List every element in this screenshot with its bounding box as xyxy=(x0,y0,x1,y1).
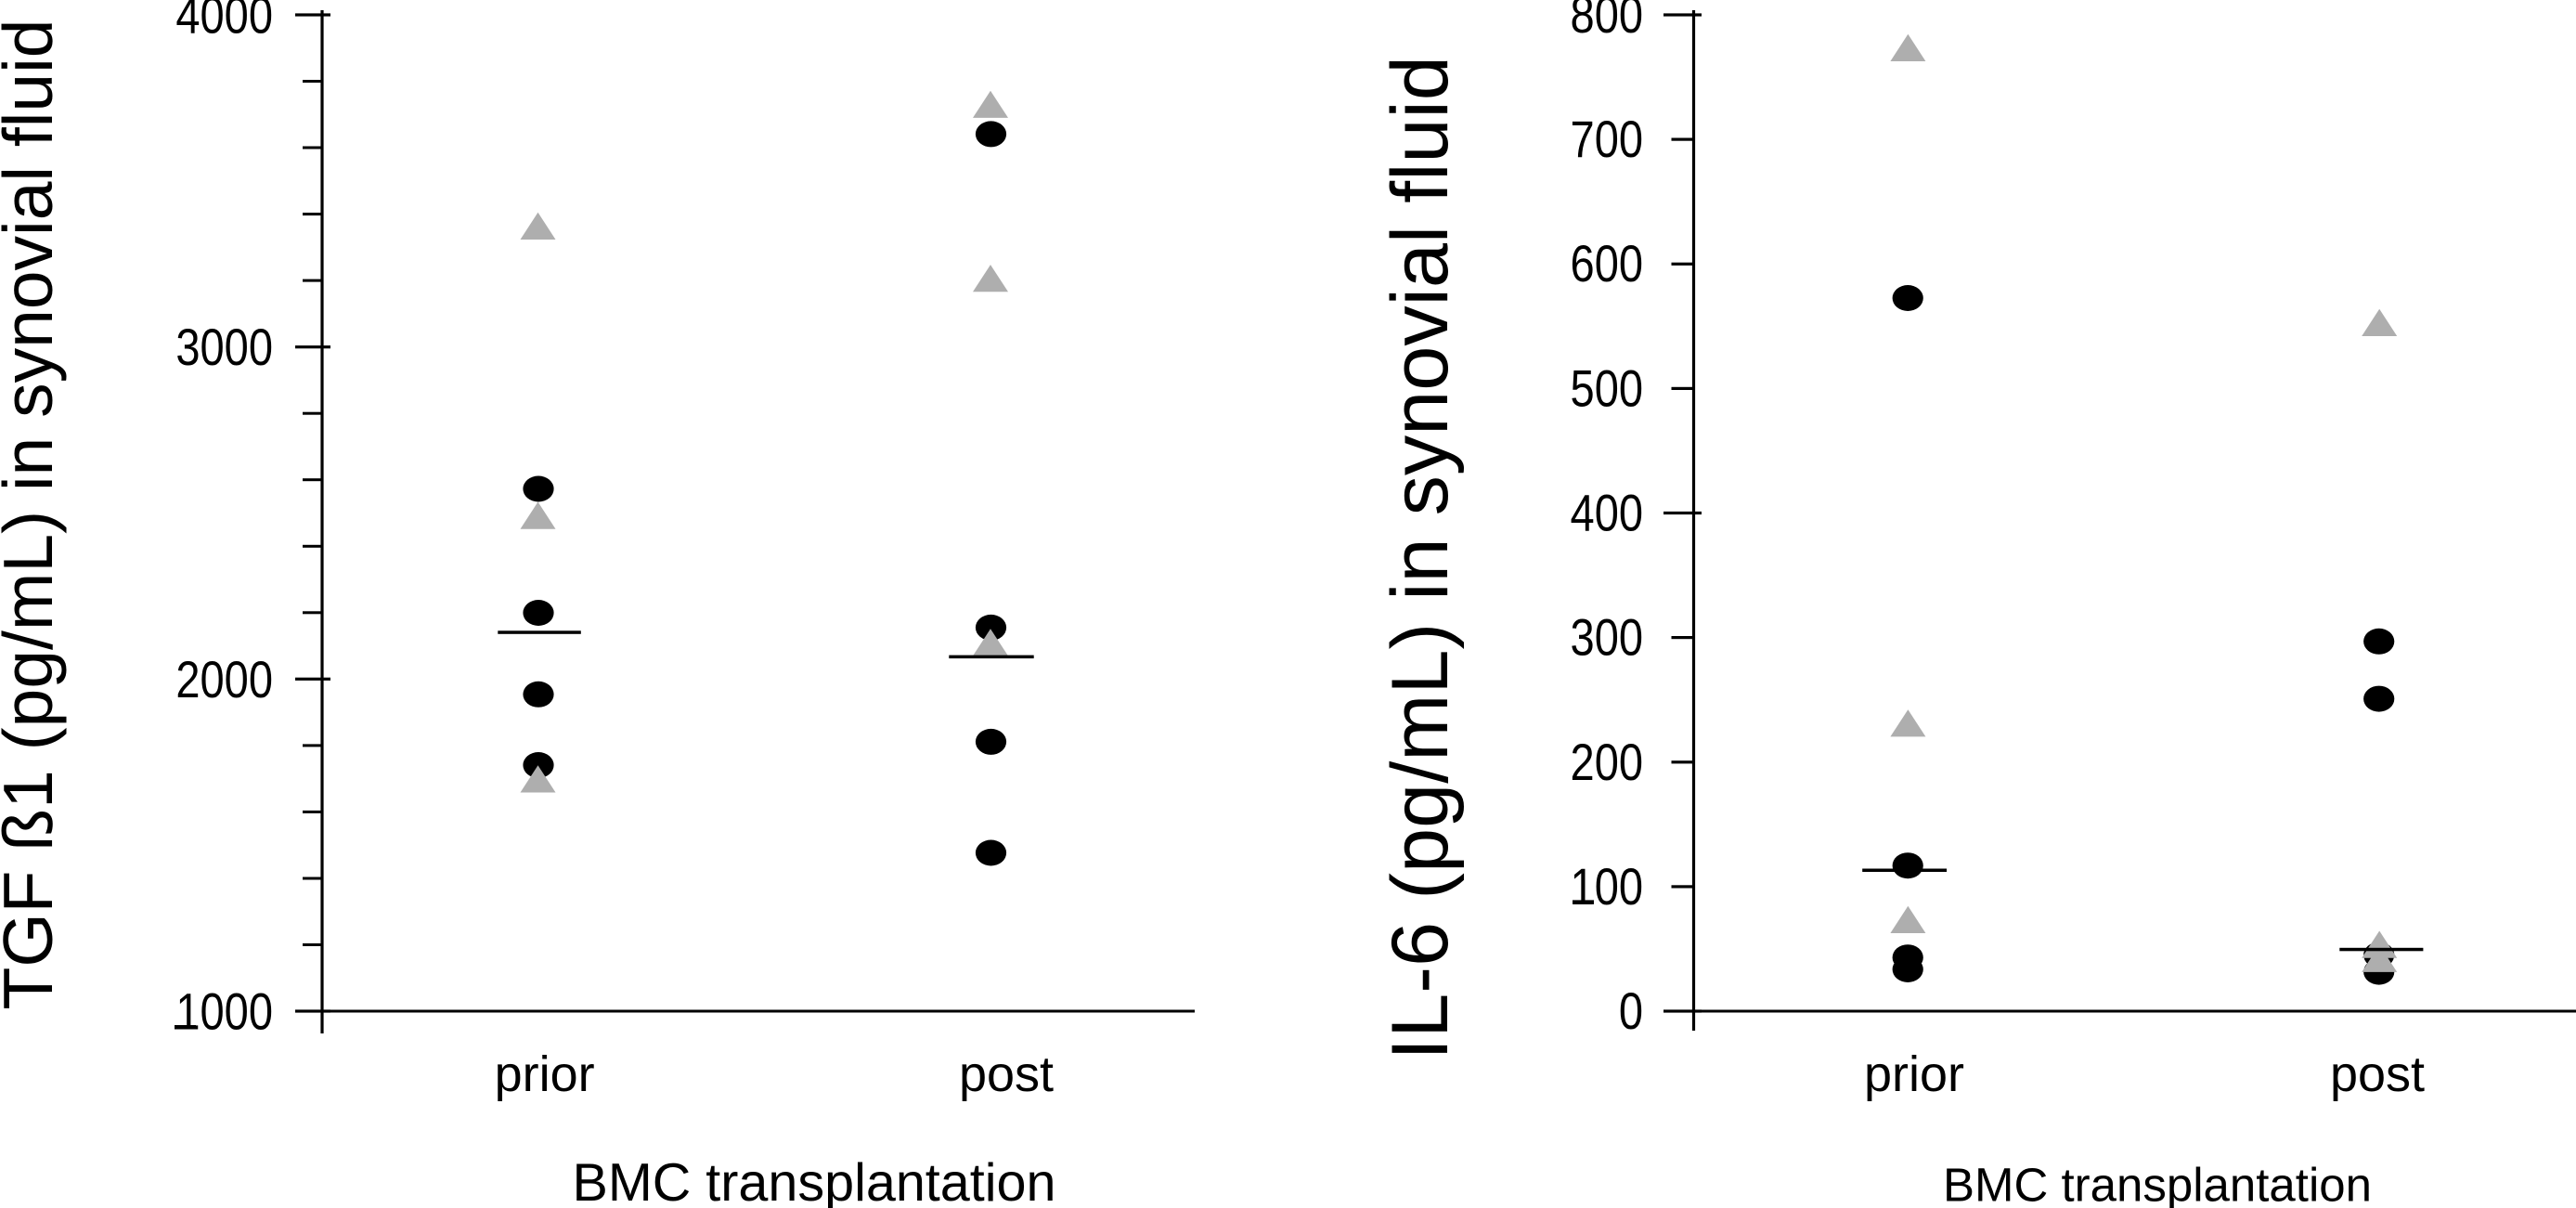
svg-text:600: 600 xyxy=(1571,234,1643,292)
svg-text:post: post xyxy=(2330,1046,2425,1102)
svg-text:BMC transplantation: BMC transplantation xyxy=(1943,1159,2372,1208)
svg-text:2000: 2000 xyxy=(175,650,273,708)
svg-text:prior: prior xyxy=(495,1046,595,1102)
svg-text:200: 200 xyxy=(1571,733,1643,791)
svg-text:700: 700 xyxy=(1571,110,1643,168)
svg-text:4000: 4000 xyxy=(175,0,273,44)
svg-text:300: 300 xyxy=(1571,608,1643,667)
svg-text:500: 500 xyxy=(1571,359,1643,418)
svg-text:TGF ß1 (pg/mL) in synovial flu: TGF ß1 (pg/mL) in synovial fluid xyxy=(0,19,67,1010)
svg-text:IL-6 (pg/mL) in synovial fluid: IL-6 (pg/mL) in synovial fluid xyxy=(1376,56,1465,1060)
svg-text:BMC transplantation: BMC transplantation xyxy=(573,1153,1056,1208)
svg-text:1000: 1000 xyxy=(175,982,273,1041)
svg-text:3000: 3000 xyxy=(175,318,273,376)
svg-text:post: post xyxy=(959,1046,1054,1102)
svg-text:800: 800 xyxy=(1571,0,1643,44)
svg-text:400: 400 xyxy=(1571,484,1643,542)
svg-text:0: 0 xyxy=(1619,981,1643,1040)
svg-text:100: 100 xyxy=(1571,857,1643,916)
svg-text:prior: prior xyxy=(1864,1046,1964,1102)
